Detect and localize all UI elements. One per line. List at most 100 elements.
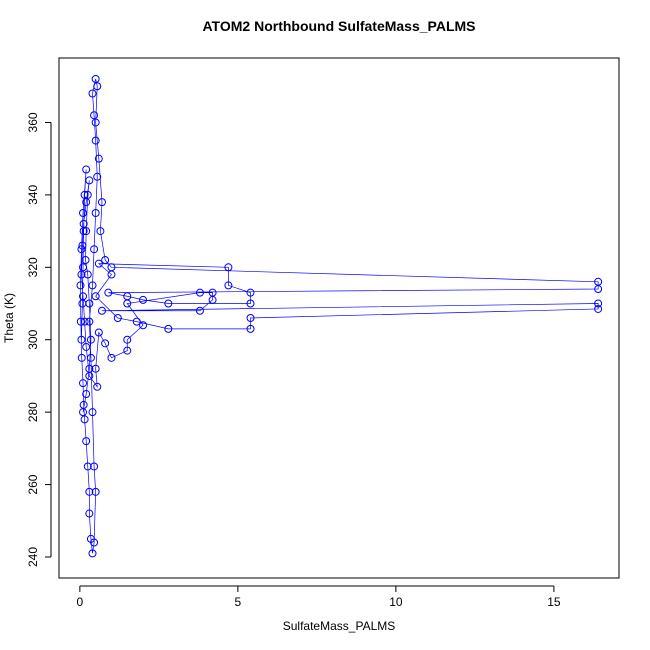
y-tick-label: 340 [26, 185, 40, 205]
point [91, 75, 100, 84]
point [91, 487, 100, 496]
point [594, 299, 603, 308]
point [94, 328, 103, 337]
point [96, 227, 105, 236]
y-tick-label: 320 [26, 257, 40, 277]
plot-frame [58, 57, 620, 579]
point [80, 317, 89, 326]
y-tick-label: 360 [26, 112, 40, 132]
point [83, 270, 92, 279]
point [82, 342, 91, 351]
point [594, 285, 603, 294]
point [90, 538, 99, 547]
point [97, 306, 106, 315]
point [164, 324, 173, 333]
point [82, 390, 91, 399]
point [113, 314, 122, 322]
point [85, 509, 94, 518]
point [132, 317, 141, 326]
point [90, 245, 99, 254]
y-tick-label: 280 [26, 402, 40, 422]
point [79, 263, 88, 272]
y-tick-label: 260 [26, 474, 40, 494]
point [82, 437, 91, 446]
point [101, 339, 110, 348]
point [93, 172, 102, 181]
series-line [80, 78, 599, 554]
point [195, 288, 204, 297]
point [93, 382, 102, 391]
point [91, 292, 100, 301]
point [139, 295, 148, 304]
point [79, 292, 88, 301]
point [208, 288, 217, 297]
point [85, 487, 94, 496]
point [85, 176, 94, 185]
point [224, 281, 233, 290]
point [93, 82, 102, 91]
point [246, 314, 255, 322]
point [83, 190, 92, 199]
point [88, 89, 97, 98]
point [107, 353, 116, 362]
point [82, 198, 91, 207]
point [76, 281, 85, 290]
point [88, 408, 97, 417]
point [91, 208, 100, 217]
point [79, 219, 88, 228]
point [86, 335, 95, 344]
point [594, 304, 603, 313]
chart-title: ATOM2 Northbound SulfateMass_PALMS [202, 18, 475, 34]
point [224, 263, 233, 272]
point [77, 353, 86, 362]
point [91, 136, 100, 145]
point [123, 335, 132, 344]
y-tick-label: 300 [26, 329, 40, 349]
point [90, 462, 99, 471]
x-tick-label: 0 [77, 595, 84, 609]
point [80, 415, 89, 424]
point [77, 335, 86, 344]
point [79, 408, 88, 417]
point [91, 118, 100, 127]
y-tick-label: 240 [26, 547, 40, 567]
point [86, 353, 95, 362]
point [91, 364, 100, 373]
point [85, 299, 94, 308]
point [195, 306, 204, 315]
x-axis-label: SulfateMass_PALMS [283, 619, 396, 633]
point [90, 111, 99, 120]
point [94, 259, 103, 268]
point [246, 324, 255, 333]
point [80, 190, 89, 199]
point [76, 317, 85, 326]
x-tick-label: 5 [235, 595, 242, 609]
y-axis-label: Theta (K) [2, 293, 16, 343]
point [77, 245, 86, 254]
point [88, 549, 97, 558]
point [94, 154, 103, 163]
x-tick-label: 10 [389, 595, 403, 609]
point [97, 198, 106, 207]
point [123, 299, 132, 308]
point [82, 165, 91, 174]
point [164, 299, 173, 308]
point [82, 227, 91, 236]
point [83, 462, 92, 471]
point [139, 321, 148, 330]
point [85, 364, 94, 373]
point [79, 379, 88, 388]
point [101, 256, 110, 265]
point [79, 208, 88, 217]
point [88, 281, 97, 290]
point [123, 346, 132, 355]
point [77, 270, 86, 279]
point [85, 317, 94, 326]
point [104, 288, 113, 297]
point [246, 299, 255, 308]
point [107, 270, 116, 279]
point [78, 241, 87, 250]
point [81, 256, 90, 265]
point [246, 288, 255, 297]
